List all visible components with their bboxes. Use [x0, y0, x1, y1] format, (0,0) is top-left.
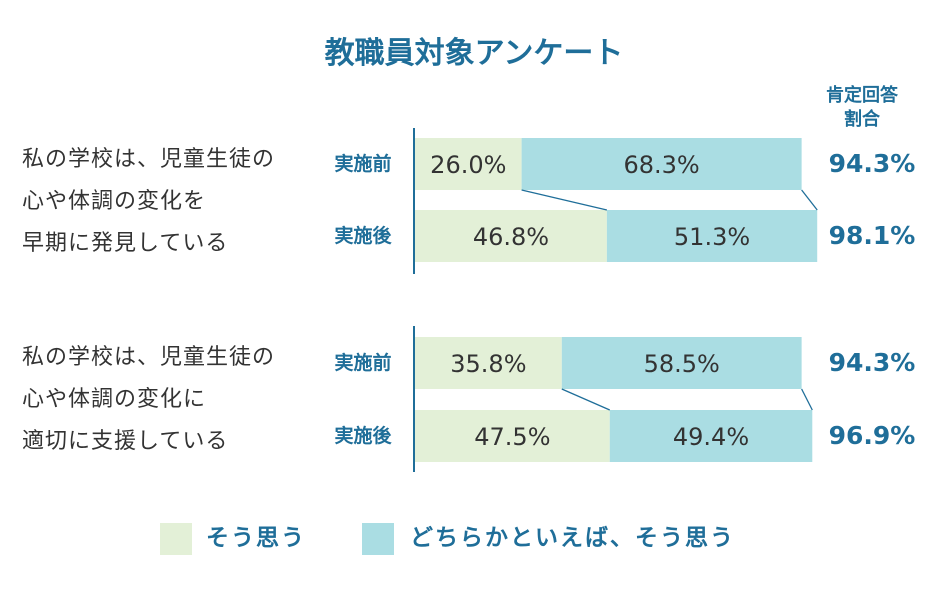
bar-g1-before-agree: [415, 138, 522, 190]
connector-g1-total: [801, 189, 818, 211]
group-2-row-after-total: 96.9%: [828, 421, 916, 450]
group-1-axis: [413, 128, 415, 274]
bar-g2-after-agree: [415, 410, 610, 462]
connector-g2-total: [801, 388, 813, 411]
group-1-row-after-label: 実施後: [334, 225, 392, 247]
label-g2-before-somewhat: 58.5%: [644, 350, 720, 378]
connector-g1-agree: [521, 189, 608, 211]
group-2-row-before-label: 実施前: [334, 352, 392, 374]
label-g1-after-agree: 46.8%: [473, 223, 549, 251]
question-1-line-2: 心や体調の変化を: [22, 189, 207, 214]
legend-swatch-somewhat: [362, 523, 394, 555]
question-2-line-2: 心や体調の変化に: [22, 387, 207, 412]
question-2: 私の学校は、児童生徒の 心や体調の変化に 適切に支援している: [22, 337, 312, 463]
bar-g1-after-agree: [415, 210, 607, 262]
group-1-row-before-total: 94.3%: [828, 149, 916, 178]
label-g1-after-somewhat: 51.3%: [674, 223, 750, 251]
label-g2-after-somewhat: 49.4%: [673, 423, 749, 451]
label-g1-before-agree: 26.0%: [430, 151, 506, 179]
question-1: 私の学校は、児童生徒の 心や体調の変化を 早期に発見している: [22, 139, 312, 265]
ratio-header-line-1: 肯定回答: [826, 85, 898, 106]
label-g2-after-agree: 47.5%: [474, 423, 550, 451]
legend-label-agree: そう思う: [206, 525, 306, 551]
label-g2-before-agree: 35.8%: [450, 350, 526, 378]
question-1-line-1: 私の学校は、児童生徒の: [22, 147, 276, 172]
legend-swatch-agree: [160, 523, 192, 555]
ratio-header-line-2: 割合: [844, 109, 880, 130]
legend-label-somewhat: どちらかといえば、そう思う: [410, 525, 735, 551]
bar-g1-after-somewhat: [606, 210, 818, 262]
question-2-line-3: 適切に支援している: [22, 429, 229, 454]
chart-title: 教職員対象アンケート: [324, 36, 624, 71]
group-2-axis: [413, 326, 415, 472]
connector-g2-agree: [561, 388, 611, 411]
label-g1-before-somewhat: 68.3%: [623, 151, 699, 179]
bar-g2-after-somewhat: [609, 410, 813, 462]
bar-g2-before-somewhat: [561, 337, 802, 389]
group-2-row-after-label: 実施後: [334, 425, 392, 447]
group-2-row-before-total: 94.3%: [828, 348, 916, 377]
question-1-line-3: 早期に発見している: [22, 231, 229, 256]
group-1-row-before-label: 実施前: [334, 153, 392, 175]
ratio-header: 肯定回答 割合: [818, 84, 906, 132]
bar-g2-before-agree: [415, 337, 562, 389]
bar-g1-before-somewhat: [521, 138, 802, 190]
question-2-line-1: 私の学校は、児童生徒の: [22, 345, 276, 370]
group-1-row-after-total: 98.1%: [828, 221, 916, 250]
